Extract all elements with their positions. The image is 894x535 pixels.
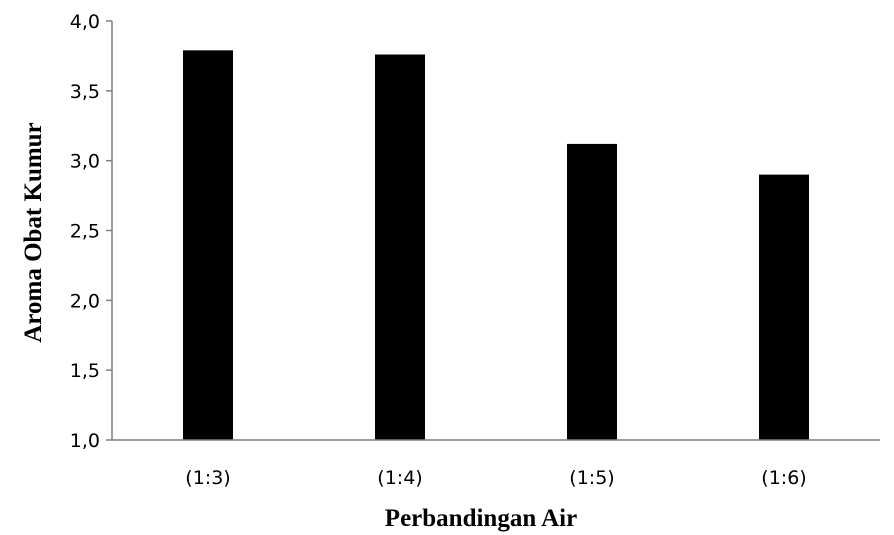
y-axis-title: Aroma Obat Kumur [20, 122, 47, 342]
y-tick-label: 1,0 [70, 430, 100, 452]
y-tick-label: 2,5 [70, 221, 100, 243]
bar [183, 50, 233, 441]
x-tick-label: (1:4) [377, 467, 422, 489]
x-tick-label: (1:3) [185, 467, 230, 489]
x-axis-tick-labels: (1:3) (1:4) (1:5) (1:6) [185, 467, 806, 489]
x-tick-label: (1:5) [569, 467, 614, 489]
y-axis-ticks: 1,0 1,5 2,0 2,5 3,0 3,5 4,0 [70, 11, 112, 452]
x-tick-label: (1:6) [761, 467, 806, 489]
bar [567, 143, 617, 440]
y-tick-label: 3,0 [70, 151, 100, 173]
bar [375, 54, 425, 441]
y-tick-label: 4,0 [70, 11, 100, 33]
x-axis-title: Perbandingan Air [385, 505, 577, 532]
bars [183, 50, 809, 441]
bar [759, 174, 809, 440]
y-tick-label: 2,0 [70, 290, 100, 312]
y-tick-label: 1,5 [70, 360, 100, 382]
y-tick-label: 3,5 [70, 81, 100, 103]
